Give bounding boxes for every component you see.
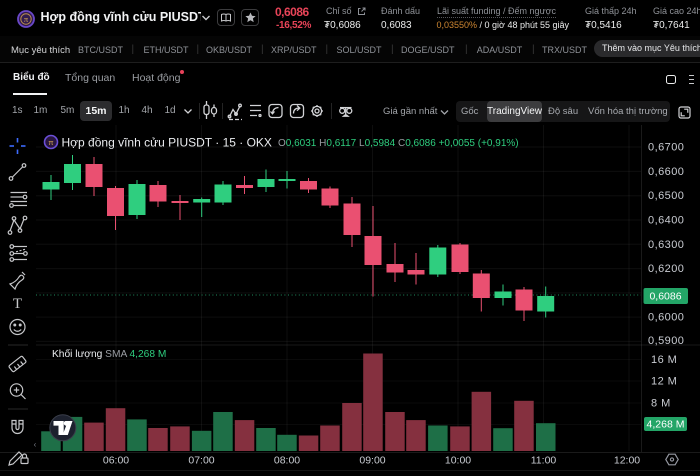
svg-text:16 M: 16 M <box>651 354 677 366</box>
svg-text:0,6500: 0,6500 <box>648 190 684 202</box>
svg-text:π: π <box>48 138 53 147</box>
svg-text:12 M: 12 M <box>651 376 677 388</box>
svg-text:Hợp đồng vĩnh cửu PIUSDT · 15: Hợp đồng vĩnh cửu PIUSDT · 15 · OKX <box>62 136 272 150</box>
svg-text:08:00: 08:00 <box>274 455 300 467</box>
svg-text:07:00: 07:00 <box>188 455 214 467</box>
svg-text:T: T <box>13 296 22 312</box>
svg-text:06:00: 06:00 <box>103 455 129 467</box>
svg-text:0,6200: 0,6200 <box>648 263 684 275</box>
svg-text:Khối lượng SMA 4,268 M: Khối lượng SMA 4,268 M <box>52 348 166 360</box>
svg-text:0,6600: 0,6600 <box>648 166 684 178</box>
svg-text:09:00: 09:00 <box>359 455 385 467</box>
svg-text:‹: ‹ <box>34 440 37 449</box>
svg-text:0,6000: 0,6000 <box>648 312 684 324</box>
svg-text:O0,6031 H0,6117 L0,5984 C0,608: O0,6031 H0,6117 L0,5984 C0,6086 +0,0055 … <box>278 138 519 149</box>
svg-text:8 M: 8 M <box>651 398 671 410</box>
svg-text:12:00: 12:00 <box>614 455 640 467</box>
svg-text:4,268 M: 4,268 M <box>647 419 685 431</box>
svg-text:π: π <box>24 14 29 24</box>
svg-text:0,6400: 0,6400 <box>648 215 684 227</box>
svg-text:0,6300: 0,6300 <box>648 239 684 251</box>
svg-text:10:00: 10:00 <box>445 455 471 467</box>
svg-text:11:00: 11:00 <box>531 455 557 467</box>
svg-text:0,6700: 0,6700 <box>648 142 684 154</box>
svg-text:0,6086: 0,6086 <box>649 291 681 303</box>
svg-text:0,5900: 0,5900 <box>648 335 684 347</box>
